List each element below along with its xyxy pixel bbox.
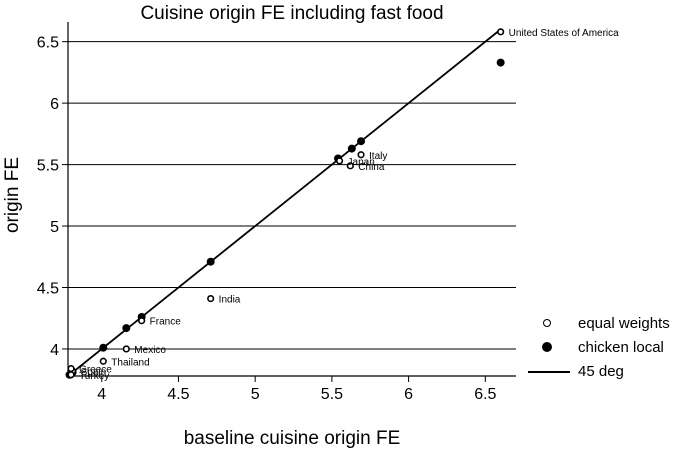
y-axis-label: origin FE (2, 156, 23, 234)
open-circle-icon (528, 316, 566, 330)
y-tick-label: 6 (50, 96, 59, 113)
chicken-local-point (347, 144, 356, 153)
y-tick-label: 5.5 (37, 158, 59, 175)
equal-weights-point (497, 28, 505, 36)
point-label: France (150, 317, 182, 328)
legend-item-chicken-local: chicken local (528, 335, 685, 359)
point-label: Mexico (134, 345, 166, 356)
equal-weights-point (67, 371, 75, 379)
x-tick-label: 4.5 (167, 386, 189, 403)
point-label: United States of America (509, 28, 619, 39)
y-tick-label: 4.5 (37, 281, 59, 298)
point-label: Italy (369, 151, 387, 162)
chicken-local-point (357, 137, 366, 146)
point-label: Japan (348, 157, 375, 168)
point-label: Turkey (79, 371, 109, 382)
chicken-local-point (496, 58, 505, 67)
point-label: Greece (79, 365, 112, 376)
y-tick-label: 6.5 (37, 35, 59, 52)
chart-title: Cuisine origin FE including fast food (140, 3, 444, 24)
x-tick-label: 6.5 (474, 386, 496, 403)
gridlines (68, 41, 516, 350)
chicken-local-point (122, 324, 131, 333)
legend-label: 45 deg (578, 362, 624, 380)
legend-label: chicken local (578, 338, 664, 356)
point-label: Spain (81, 367, 107, 378)
equal-weights-point (99, 357, 107, 365)
equal-weights-point (207, 294, 215, 303)
legend: equal weights chicken local 45 deg (528, 311, 685, 383)
equal-weights-point (357, 151, 365, 159)
y-tick-label: 4 (50, 342, 59, 359)
equal-weights-point (67, 365, 75, 373)
point-label: Thailand (111, 357, 149, 368)
tick-labels: 4 4.5 5 5.5 6 6.5 4 4.5 5 5.5 6 6.5 (37, 35, 497, 403)
equal-weights-point (346, 162, 354, 170)
chicken-local-point (99, 343, 108, 352)
chicken-local-point (206, 257, 215, 266)
x-tick-label: 5.5 (321, 386, 343, 403)
y-tick-label: 5 (50, 219, 59, 236)
point-label: India (219, 295, 241, 306)
axes (62, 22, 516, 382)
filled-circle-icon (528, 340, 566, 354)
data-points (65, 28, 505, 379)
line-icon (528, 364, 570, 378)
point-label: China (358, 162, 385, 173)
x-axis-label: baseline cuisine origin FE (183, 428, 401, 449)
equal-weights-point (138, 317, 146, 325)
legend-label: equal weights (578, 314, 670, 332)
equal-weights-point (335, 157, 344, 165)
x-tick-label: 5 (251, 386, 260, 403)
legend-item-45-deg: 45 deg (528, 359, 685, 383)
equal-weights-point (122, 345, 130, 353)
x-tick-label: 6 (404, 386, 413, 403)
x-tick-label: 4 (97, 386, 106, 403)
45-deg-line (68, 28, 502, 376)
legend-item-equal-weights: equal weights (528, 311, 685, 335)
